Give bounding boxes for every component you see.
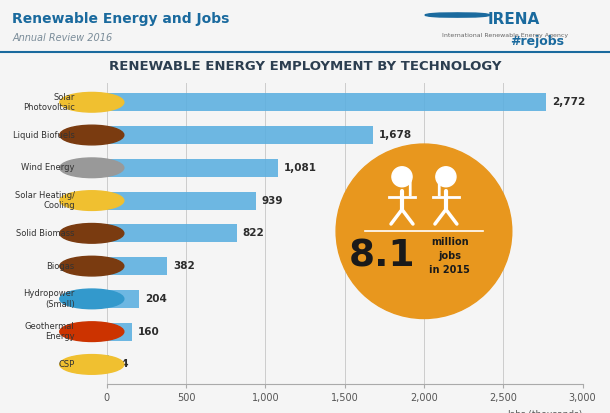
Circle shape bbox=[60, 191, 124, 210]
Bar bbox=[107, 224, 237, 242]
Text: Hydropower
(Small): Hydropower (Small) bbox=[23, 289, 74, 309]
Text: 939: 939 bbox=[261, 196, 282, 206]
Text: Jobs (thousands): Jobs (thousands) bbox=[508, 410, 583, 413]
Text: 14: 14 bbox=[115, 359, 129, 369]
Text: 160: 160 bbox=[138, 327, 159, 337]
Text: Liquid Biofuels: Liquid Biofuels bbox=[13, 131, 74, 140]
Bar bbox=[107, 93, 547, 111]
Text: Annual Review 2016: Annual Review 2016 bbox=[12, 33, 112, 43]
Bar bbox=[107, 159, 278, 177]
Text: million
jobs
in 2015: million jobs in 2015 bbox=[429, 237, 470, 275]
Bar bbox=[107, 126, 373, 144]
Bar bbox=[107, 323, 132, 341]
Circle shape bbox=[60, 256, 124, 276]
Circle shape bbox=[443, 13, 490, 17]
Text: 204: 204 bbox=[145, 294, 167, 304]
Bar bbox=[107, 290, 139, 308]
Text: Wind Energy: Wind Energy bbox=[21, 163, 74, 172]
Bar bbox=[107, 257, 167, 275]
Circle shape bbox=[392, 167, 412, 187]
Circle shape bbox=[425, 13, 472, 17]
Circle shape bbox=[60, 93, 124, 112]
Text: 2,772: 2,772 bbox=[552, 97, 585, 107]
Text: 822: 822 bbox=[243, 228, 264, 238]
Text: International Renewable Energy Agency: International Renewable Energy Agency bbox=[442, 33, 569, 38]
Text: Solar
Photovoltaic: Solar Photovoltaic bbox=[23, 93, 74, 112]
Text: 1,081: 1,081 bbox=[284, 163, 317, 173]
Text: i: i bbox=[405, 173, 414, 202]
Bar bbox=[107, 356, 109, 373]
Text: i: i bbox=[434, 173, 443, 202]
Text: Solar Heating/
Cooling: Solar Heating/ Cooling bbox=[15, 191, 74, 210]
Circle shape bbox=[60, 158, 124, 178]
Text: CSP: CSP bbox=[59, 360, 74, 369]
Text: 382: 382 bbox=[173, 261, 195, 271]
Text: 8.1: 8.1 bbox=[348, 239, 415, 275]
Bar bbox=[107, 192, 256, 209]
Text: IRENA: IRENA bbox=[488, 12, 540, 27]
Text: Renewable Energy and Jobs: Renewable Energy and Jobs bbox=[12, 12, 229, 26]
Text: Geothermal
Energy: Geothermal Energy bbox=[25, 322, 74, 342]
Circle shape bbox=[60, 125, 124, 145]
Text: #rejobs: #rejobs bbox=[510, 36, 564, 48]
Circle shape bbox=[336, 144, 512, 318]
Circle shape bbox=[436, 167, 456, 187]
Text: Biogas: Biogas bbox=[46, 261, 74, 271]
Circle shape bbox=[60, 355, 124, 374]
Circle shape bbox=[60, 223, 124, 243]
Text: RENEWABLE ENERGY EMPLOYMENT BY TECHNOLOGY: RENEWABLE ENERGY EMPLOYMENT BY TECHNOLOG… bbox=[109, 59, 501, 73]
Text: 1,678: 1,678 bbox=[378, 130, 412, 140]
Circle shape bbox=[60, 289, 124, 309]
Text: Solid Biomass: Solid Biomass bbox=[16, 229, 74, 238]
Circle shape bbox=[60, 322, 124, 342]
